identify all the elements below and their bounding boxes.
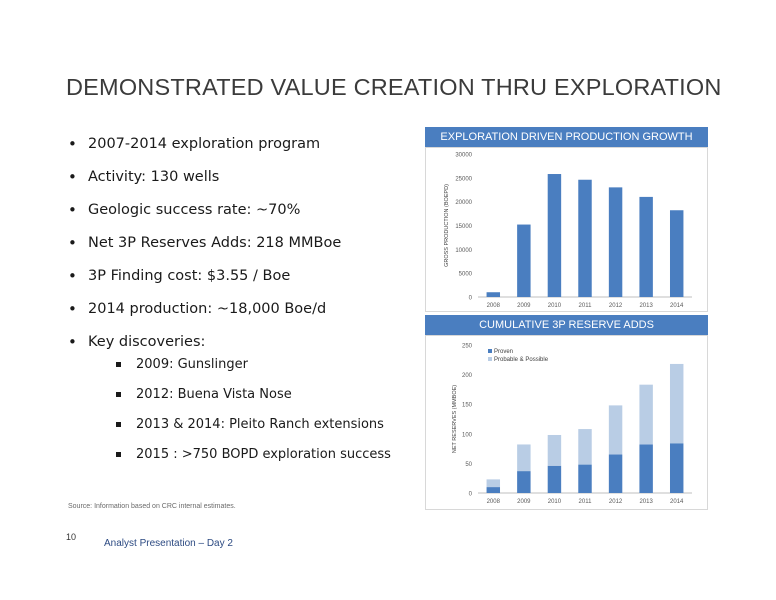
production-bar [547,174,562,297]
bullet-item: Geologic success rate: ~70% [68,200,341,233]
reserves-bar-probable-possible [547,434,562,466]
reserves-legend-label: Proven [494,349,513,355]
reserves-bar-probable-possible [517,444,531,472]
reserves-y-tick-label: 250 [462,344,473,350]
reserves-chart-svg: 0 50 100 150 200 250 NET RESERVES (MMBOE) 2008 2… [452,344,692,505]
reserves-bar-proven [547,465,562,493]
source-note: Source: Information based on CRC interna… [68,503,236,510]
reserves-y-tick-label: 0 [469,492,473,498]
slide-title: DEMONSTRATED VALUE CREATION THRU EXPLORA… [66,74,722,100]
sub-bullet-list: 2009: Gunslinger 2012: Buena Vista Nose … [116,355,391,475]
bullet-item: 2014 production: ~18,000 Boe/d [68,299,341,332]
production-bar [486,292,501,297]
footer-text: Analyst Presentation – Day 2 [104,538,233,549]
reserves-bar-proven [486,487,501,493]
bullet-list: 2007-2014 exploration program Activity: … [68,134,341,365]
production-y-tick-label: 30000 [455,153,472,159]
reserves-bar-probable-possible [639,384,653,445]
sub-bullet-item: 2009: Gunslinger [116,355,391,385]
reserves-y-tick-label: 200 [462,373,473,379]
bullet-item: Net 3P Reserves Adds: 218 MMBoe [68,233,341,266]
reserves-x-tick-label: 2013 [639,499,653,505]
production-bar [578,179,592,297]
production-chart: 0 5000 10000 15000 20000 25000 30000 GROSS PROD… [425,147,708,312]
reserves-x-tick-label: 2010 [548,499,562,505]
production-bar [608,187,623,297]
production-x-tick-label: 2009 [517,303,531,309]
sub-bullet-item: 2013 & 2014: Pleito Ranch extensions [116,415,391,445]
production-x-tick-label: 2013 [639,303,653,309]
bullet-item: Key discoveries: [68,332,341,365]
production-x-tick-label: 2012 [609,303,623,309]
reserves-legend-swatch [488,357,492,361]
reserves-x-tick-label: 2014 [670,499,684,505]
reserves-chart: 0 50 100 150 200 250 NET RESERVES (MMBOE) 2008 2… [425,335,708,510]
production-bar [669,210,684,297]
bullet-item: Activity: 130 wells [68,167,341,200]
reserves-x-tick-label: 2012 [609,499,623,505]
reserves-y-tick-label: 100 [462,432,473,438]
production-y-tick-label: 20000 [455,200,472,206]
production-y-tick-label: 5000 [459,272,473,278]
reserves-x-tick-label: 2011 [579,499,593,505]
reserves-x-tick-label: 2009 [517,499,531,505]
sub-bullet-item: 2012: Buena Vista Nose [116,385,391,415]
reserves-bar-probable-possible [578,429,592,465]
production-x-tick-label: 2008 [487,303,501,309]
reserves-bar-probable-possible [486,479,501,488]
bullet-item: 2007-2014 exploration program [68,134,341,167]
reserves-x-tick-label: 2008 [487,499,501,505]
production-y-tick-label: 15000 [455,224,472,230]
production-chart-svg: 0 5000 10000 15000 20000 25000 30000 GROSS PROD… [444,153,692,309]
production-y-tick-label: 25000 [455,176,472,182]
reserves-legend-swatch [488,349,492,353]
reserves-bar-proven [517,471,531,493]
production-bar [517,224,531,297]
production-y-tick-label: 0 [469,296,473,302]
production-chart-title: EXPLORATION DRIVEN PRODUCTION GROWTH [425,127,708,147]
reserves-bar-proven [578,464,592,493]
production-x-tick-label: 2014 [670,303,684,309]
reserves-chart-title: CUMULATIVE 3P RESERVE ADDS [425,315,708,335]
reserves-y-tick-label: 150 [462,403,473,409]
reserves-bar-probable-possible [608,405,623,455]
production-x-tick-label: 2010 [548,303,562,309]
reserves-bar-proven [669,443,684,493]
production-y-tick-label: 10000 [455,248,472,254]
reserves-legend-label: Probable & Possible [494,357,549,363]
production-x-tick-label: 2011 [579,303,593,309]
production-bar [639,196,653,297]
reserves-bar-probable-possible [669,363,684,444]
reserves-y-axis-label: NET RESERVES (MMBOE) [452,385,458,453]
bullet-item: 3P Finding cost: $3.55 / Boe [68,266,341,299]
sub-bullet-item: 2015 : >750 BOPD exploration success [116,445,391,475]
reserves-bar-proven [608,454,623,493]
reserves-y-tick-label: 50 [465,462,472,468]
reserves-bar-proven [639,444,653,493]
production-y-axis-label: GROSS PRODUCTION (BOEPD) [444,184,450,267]
page-number: 10 [66,532,77,542]
